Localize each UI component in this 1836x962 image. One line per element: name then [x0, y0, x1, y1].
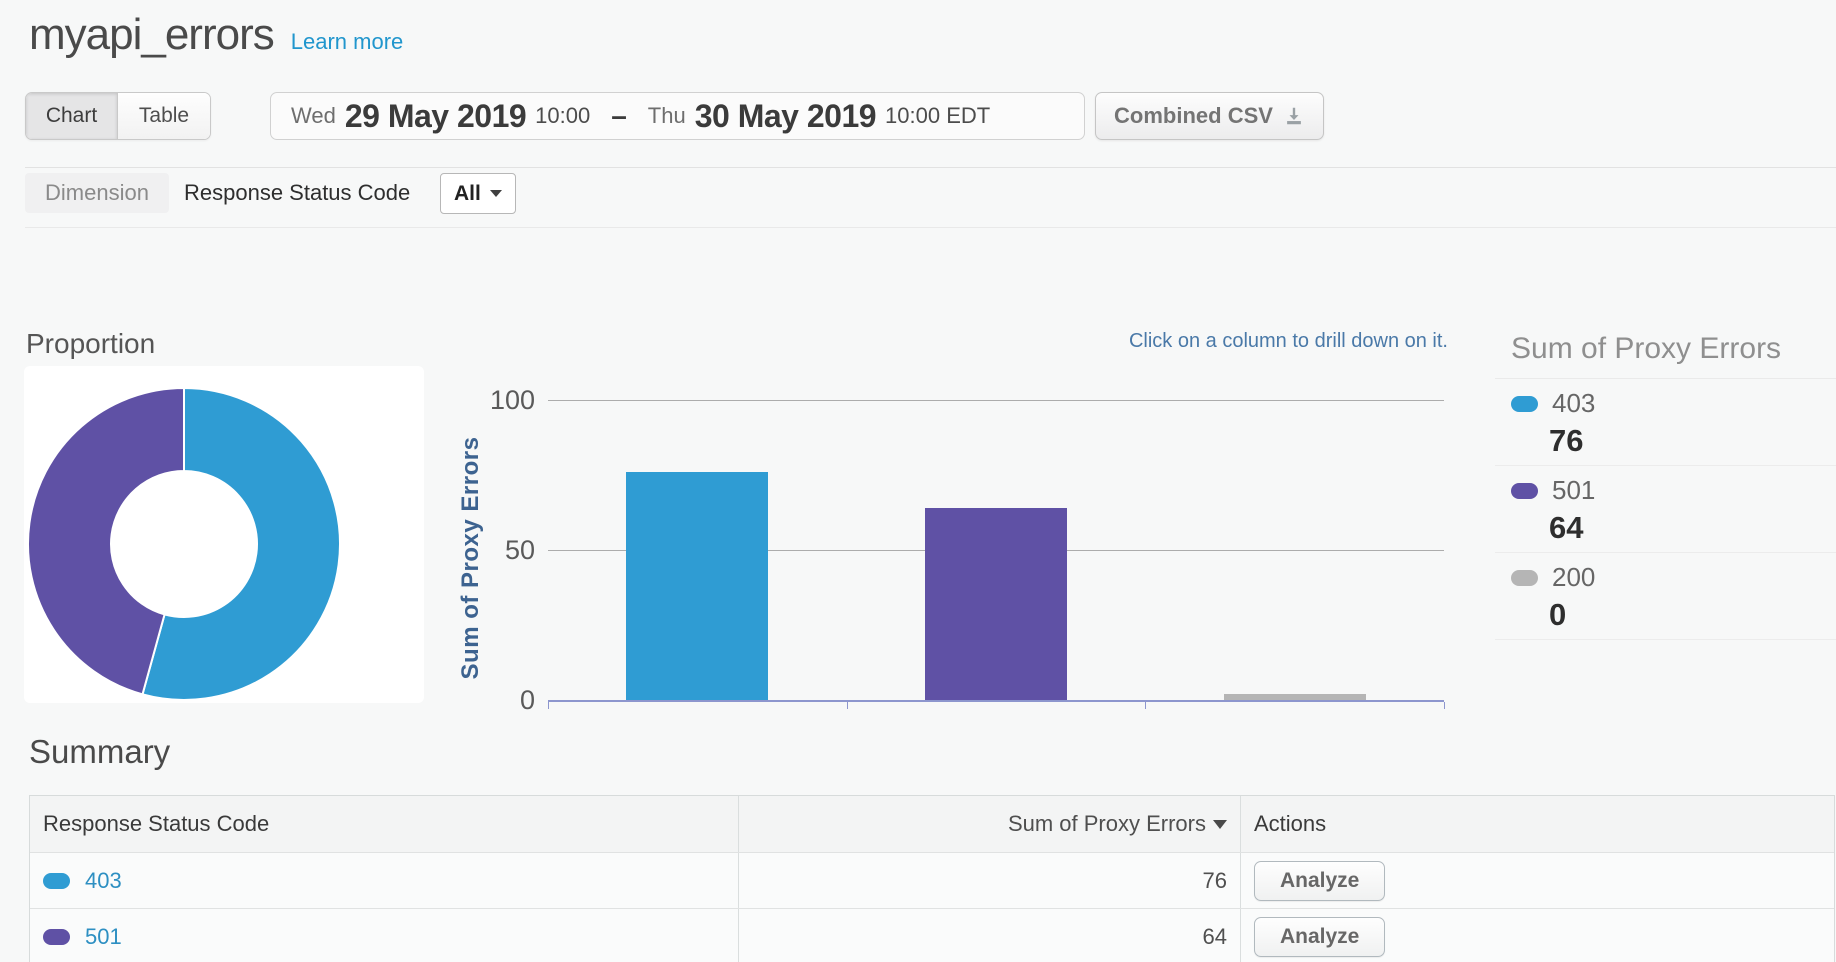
- chart-view-button[interactable]: Chart: [26, 93, 118, 139]
- actions-cell: Analyze: [1240, 909, 1834, 962]
- proportion-donut-chart: [26, 386, 341, 701]
- legend-value: 64: [1549, 510, 1584, 545]
- column-header-label: Sum of Proxy Errors: [1007, 811, 1206, 836]
- legend-item-200[interactable]: 200 0: [1495, 553, 1836, 640]
- page-title: myapi_errors: [29, 10, 275, 59]
- end-day: Thu: [647, 103, 686, 128]
- analyze-button-501[interactable]: Analyze: [1254, 916, 1386, 957]
- view-toggle: Chart Table: [25, 92, 211, 140]
- status-swatch-403: [43, 872, 70, 889]
- drill-down-hint: Click on a column to drill down on it.: [1128, 330, 1448, 352]
- legend-swatch-200: [1511, 569, 1538, 586]
- legend-item-501[interactable]: 501 64: [1495, 466, 1836, 553]
- legend-swatch-501: [1511, 482, 1538, 499]
- sum-of-proxy-errors-cell: 76: [738, 853, 1240, 908]
- toolbar-divider: [25, 167, 1836, 168]
- y-tick-50: 50: [504, 535, 535, 565]
- column-header-label: Actions: [1254, 811, 1327, 836]
- end-date: 30 May 2019: [694, 97, 877, 134]
- column-header-response-status-code: Response Status Code: [30, 796, 738, 852]
- status-code-cell: 501: [30, 909, 738, 962]
- dimension-filter-dropdown[interactable]: All: [440, 173, 516, 214]
- sum-of-proxy-errors-cell: 64: [738, 909, 1240, 962]
- gridline-100: [548, 400, 1444, 401]
- bar-chart: 0 50 100: [455, 380, 1455, 720]
- x-axis-tick: [548, 702, 549, 709]
- learn-more-link[interactable]: Learn more: [290, 29, 404, 54]
- legend-label: 403: [1552, 388, 1596, 418]
- column-header-sum-of-proxy-errors[interactable]: Sum of Proxy Errors: [738, 796, 1240, 852]
- donut-slice-501[interactable]: [26, 386, 185, 696]
- date-range-separator: –: [611, 100, 627, 131]
- column-header-actions: Actions: [1240, 796, 1834, 852]
- start-date: 29 May 2019: [344, 97, 527, 134]
- status-swatch-501: [43, 928, 70, 945]
- x-axis-tick: [1145, 702, 1147, 709]
- chart-legend: Sum of Proxy Errors 403 76 501 64 200 0: [1495, 330, 1836, 640]
- sort-desc-icon: [1213, 819, 1227, 829]
- analyze-button-403[interactable]: Analyze: [1254, 860, 1386, 901]
- y-tick-100: 100: [489, 385, 535, 415]
- legend-label: 200: [1552, 562, 1596, 592]
- start-day: Wed: [291, 103, 336, 128]
- download-icon: [1287, 107, 1301, 125]
- proportion-donut-card: [24, 366, 424, 703]
- legend-label: 501: [1552, 475, 1596, 505]
- dimension-divider: [25, 227, 1836, 228]
- x-axis-tick: [1444, 702, 1445, 709]
- dimension-filter-value: All: [454, 181, 481, 205]
- bar-200[interactable]: [1223, 694, 1366, 700]
- dimension-chip: Dimension: [25, 173, 169, 213]
- end-time: 10:00 EDT: [885, 103, 991, 128]
- legend-item-403[interactable]: 403 76: [1495, 379, 1836, 466]
- donut-slice-403[interactable]: [141, 386, 341, 701]
- table-body: 403 76 Analyze 501 64 Analyze: [30, 852, 1834, 962]
- dimension-name: Response Status Code: [184, 180, 411, 205]
- date-range-picker[interactable]: Wed 29 May 2019 10:00 – Thu 30 May 2019 …: [270, 92, 1085, 140]
- table-row-403: 403 76 Analyze: [30, 852, 1834, 908]
- table-header-row: Response Status Code Sum of Proxy Errors…: [30, 796, 1834, 852]
- legend-items: 403 76 501 64 200 0: [1495, 379, 1836, 640]
- summary-table: Response Status Code Sum of Proxy Errors…: [29, 795, 1835, 962]
- x-axis-tick: [846, 702, 848, 709]
- summary-title: Summary: [29, 733, 171, 770]
- caret-down-icon: [489, 190, 502, 197]
- table-view-button[interactable]: Table: [118, 93, 210, 139]
- legend-swatch-403: [1511, 395, 1538, 412]
- bar-403[interactable]: [626, 472, 769, 700]
- combined-csv-label: Combined CSV: [1114, 103, 1273, 128]
- start-time: 10:00: [535, 103, 591, 128]
- proportion-title: Proportion: [26, 328, 156, 359]
- legend-title: Sum of Proxy Errors: [1495, 330, 1836, 379]
- column-header-label: Response Status Code: [43, 811, 270, 836]
- status-code-link-501[interactable]: 501: [85, 923, 122, 949]
- status-code-link-403[interactable]: 403: [85, 867, 122, 893]
- status-code-cell: 403: [30, 853, 738, 908]
- page-header: myapi_errors Learn more: [29, 10, 403, 60]
- bar-501[interactable]: [925, 508, 1067, 700]
- legend-value: 0: [1549, 597, 1567, 632]
- y-tick-0: 0: [519, 685, 535, 715]
- actions-cell: Analyze: [1240, 853, 1834, 908]
- combined-csv-button[interactable]: Combined CSV: [1095, 92, 1324, 140]
- legend-value: 76: [1549, 423, 1584, 458]
- table-row-501: 501 64 Analyze: [30, 908, 1834, 962]
- x-axis: [548, 700, 1444, 702]
